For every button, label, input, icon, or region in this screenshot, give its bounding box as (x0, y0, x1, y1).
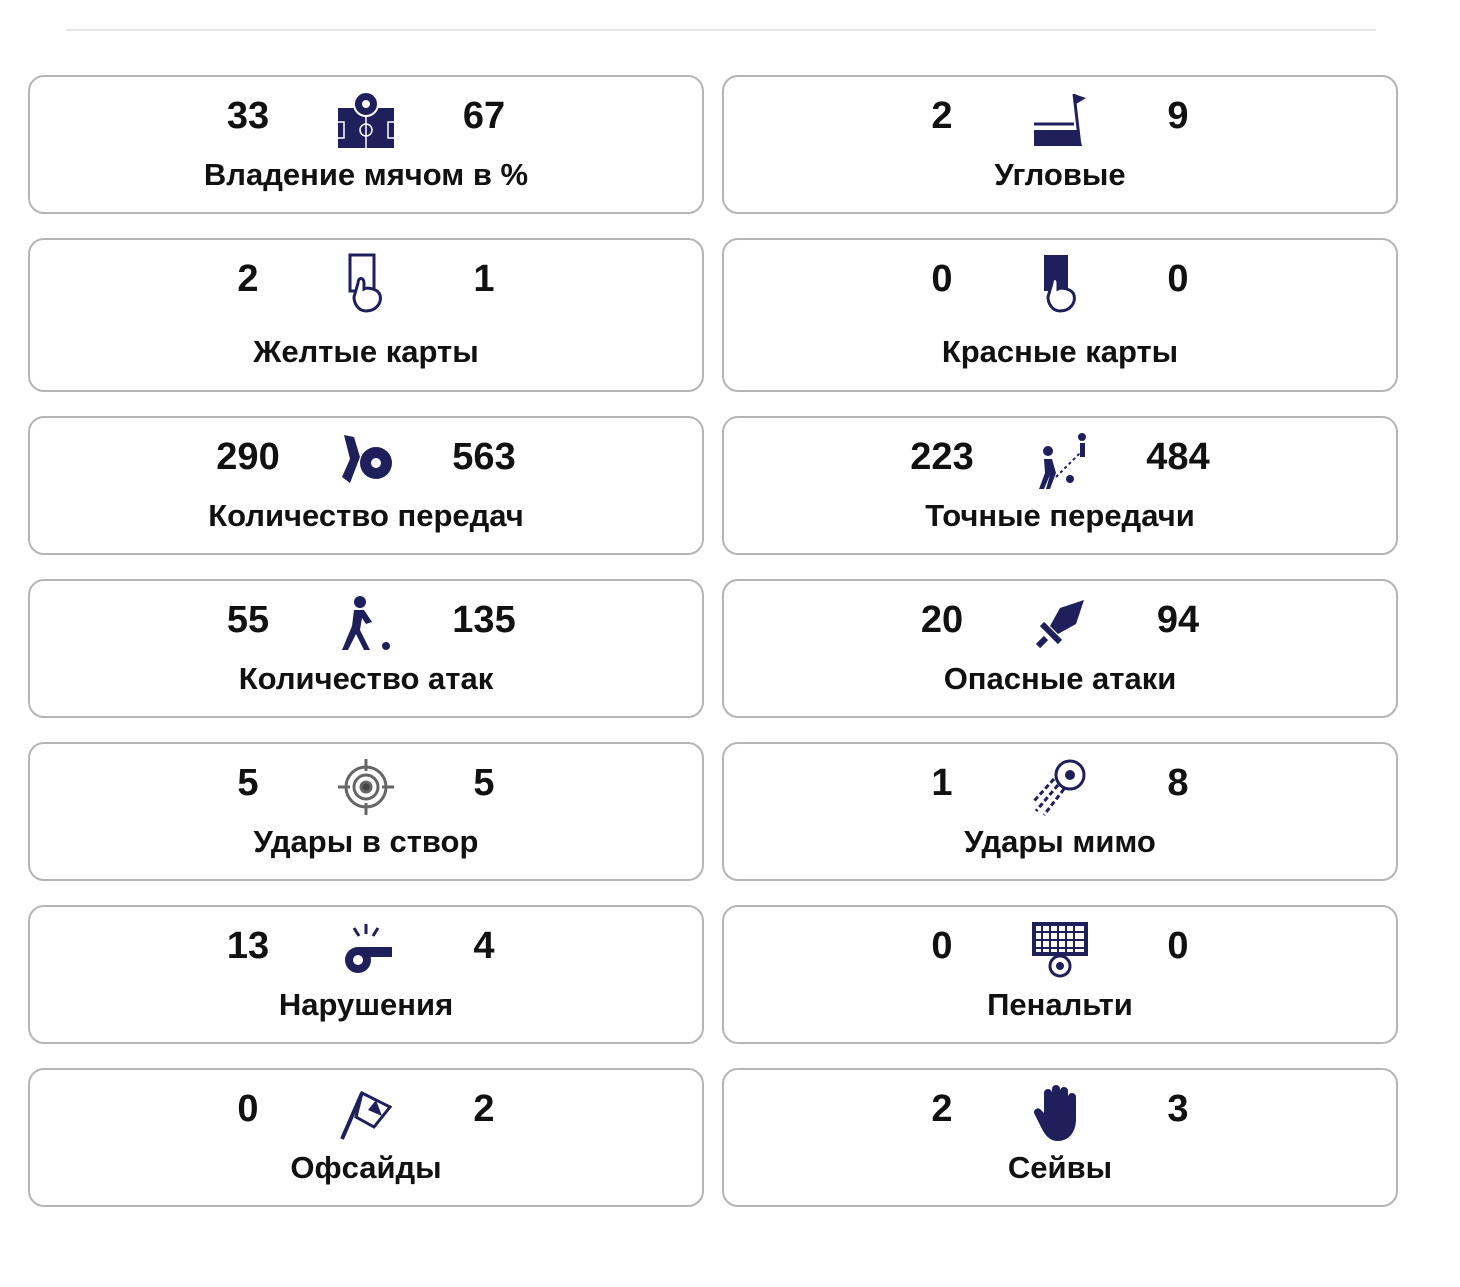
away-value: 0 (1167, 925, 1189, 967)
field-ball-icon (335, 89, 397, 151)
stat-card: 55 135 Количество атак (28, 579, 704, 718)
away-value: 94 (1156, 599, 1200, 641)
home-value: 0 (237, 1088, 259, 1130)
stat-label: Опасные атаки (943, 661, 1177, 696)
accurate-pass-icon (1029, 430, 1091, 492)
stat-label: Красные карты (941, 334, 1179, 369)
attack-runner-icon (335, 593, 397, 655)
stat-label: Точные передачи (925, 498, 1195, 533)
away-value: 67 (462, 95, 506, 137)
sword-icon (1029, 593, 1091, 655)
stat-label: Удары мимо (964, 824, 1156, 859)
stat-label: Количество атак (238, 661, 494, 696)
stat-card: 2 9 Угловые (722, 75, 1398, 214)
stat-card: 290 563 Количество передач (28, 416, 704, 555)
stat-label: Офсайды (290, 1150, 442, 1185)
goalkeeper-glove-icon (1029, 1082, 1091, 1144)
stat-label: Сейвы (1007, 1150, 1113, 1185)
stat-card: 0 2 Офсайды (28, 1068, 704, 1207)
goal-net-icon (1029, 919, 1091, 981)
home-value: 20 (920, 599, 964, 641)
divider (66, 29, 1376, 31)
red-card-icon (1029, 252, 1091, 314)
stat-label: Пенальти (987, 987, 1133, 1022)
stat-card: 0 0 Пенальти (722, 905, 1398, 1044)
stat-label: Удары в створ (253, 824, 479, 859)
away-value: 0 (1167, 258, 1189, 300)
stat-label: Количество передач (208, 498, 524, 533)
home-value: 223 (910, 436, 974, 478)
yellow-card-icon (335, 252, 397, 314)
target-icon (335, 756, 397, 818)
corner-flag-icon (1029, 89, 1091, 151)
home-value: 1 (931, 762, 953, 804)
away-value: 1 (473, 258, 495, 300)
away-value: 4 (473, 925, 495, 967)
home-value: 290 (216, 436, 280, 478)
home-value: 55 (226, 599, 270, 641)
stat-card: 0 0 Красные карты (722, 238, 1398, 392)
stat-card: 1 8 Удары мимо (722, 742, 1398, 881)
stat-card: 2 3 Сейвы (722, 1068, 1398, 1207)
stat-card: 5 5 Удары в створ (28, 742, 704, 881)
away-value: 9 (1167, 95, 1189, 137)
stat-card: 33 67 Владение мячом в % (28, 75, 704, 214)
away-value: 484 (1146, 436, 1210, 478)
home-value: 5 (237, 762, 259, 804)
stats-grid: 33 67 Владение мячом в % 2 9 Угловые 2 1 Ж… (28, 75, 1398, 1231)
home-value: 2 (237, 258, 259, 300)
home-value: 0 (931, 925, 953, 967)
offside-flag-icon (335, 1082, 397, 1144)
home-value: 0 (931, 258, 953, 300)
home-value: 2 (931, 95, 953, 137)
stat-card: 13 4 Нарушения (28, 905, 704, 1044)
away-value: 135 (452, 599, 516, 641)
pass-icon (335, 430, 397, 492)
stat-card: 223 484 Точные передачи (722, 416, 1398, 555)
stat-label: Угловые (994, 157, 1126, 192)
away-value: 5 (473, 762, 495, 804)
ball-shot-icon (1029, 756, 1091, 818)
stat-label: Владение мячом в % (203, 157, 529, 192)
away-value: 3 (1167, 1088, 1189, 1130)
home-value: 2 (931, 1088, 953, 1130)
home-value: 33 (226, 95, 270, 137)
away-value: 8 (1167, 762, 1189, 804)
stat-card: 20 94 Опасные атаки (722, 579, 1398, 718)
stat-label: Желтые карты (253, 334, 479, 369)
away-value: 2 (473, 1088, 495, 1130)
stat-label: Нарушения (278, 987, 454, 1022)
home-value: 13 (226, 925, 270, 967)
whistle-icon (335, 919, 397, 981)
away-value: 563 (452, 436, 516, 478)
stat-card: 2 1 Желтые карты (28, 238, 704, 392)
